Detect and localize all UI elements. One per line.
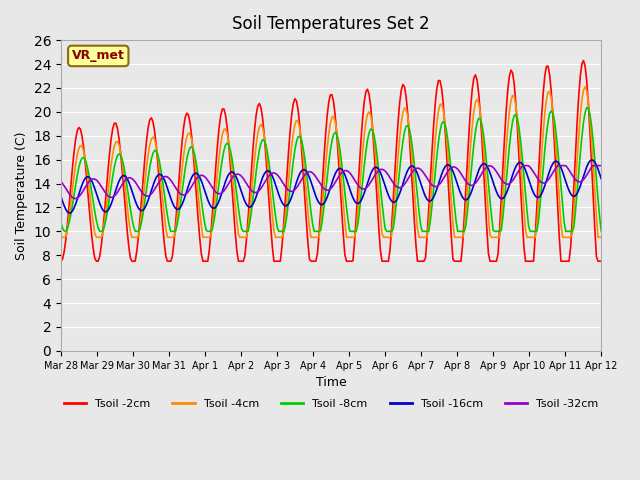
Tsoil -16cm: [178, 202, 186, 207]
Line: Tsoil -8cm: Tsoil -8cm: [61, 108, 601, 231]
Tsoil -8cm: [178, 190, 186, 195]
Tsoil -16cm: [507, 177, 515, 183]
Tsoil -8cm: [500, 197, 508, 203]
Tsoil -4cm: [63, 225, 71, 231]
Tsoil -2cm: [580, 58, 588, 63]
Tsoil -16cm: [63, 209, 71, 215]
Tsoil -16cm: [220, 183, 228, 189]
Tsoil -32cm: [63, 188, 71, 194]
Tsoil -2cm: [499, 165, 507, 171]
Tsoil -2cm: [57, 258, 65, 264]
Tsoil -4cm: [218, 132, 226, 138]
Tsoil -2cm: [360, 99, 368, 105]
Tsoil -8cm: [597, 228, 605, 234]
Tsoil -32cm: [220, 188, 228, 194]
Tsoil -8cm: [583, 105, 591, 110]
Tsoil -8cm: [63, 226, 71, 231]
Tsoil -8cm: [362, 149, 370, 155]
Tsoil -4cm: [597, 234, 605, 240]
Legend: Tsoil -2cm, Tsoil -4cm, Tsoil -8cm, Tsoil -16cm, Tsoil -32cm: Tsoil -2cm, Tsoil -4cm, Tsoil -8cm, Tsoi…: [60, 395, 603, 414]
Tsoil -16cm: [65, 210, 73, 216]
Tsoil -4cm: [360, 132, 368, 138]
Text: VR_met: VR_met: [72, 49, 125, 62]
Tsoil -8cm: [507, 130, 515, 135]
Tsoil -2cm: [63, 221, 71, 227]
Tsoil -16cm: [588, 157, 595, 163]
Tsoil -16cm: [597, 176, 605, 182]
Line: Tsoil -32cm: Tsoil -32cm: [61, 166, 601, 199]
Tsoil -32cm: [72, 196, 79, 202]
Tsoil -32cm: [597, 163, 605, 168]
Tsoil -32cm: [507, 180, 515, 185]
Tsoil -8cm: [96, 228, 104, 234]
Tsoil -8cm: [220, 148, 228, 154]
Tsoil -2cm: [506, 73, 513, 79]
Tsoil -16cm: [500, 194, 508, 200]
Tsoil -4cm: [177, 183, 184, 189]
Line: Tsoil -2cm: Tsoil -2cm: [61, 60, 601, 261]
Tsoil -32cm: [500, 180, 508, 186]
Tsoil -16cm: [57, 194, 65, 200]
Line: Tsoil -16cm: Tsoil -16cm: [61, 160, 601, 213]
Line: Tsoil -4cm: Tsoil -4cm: [61, 87, 601, 237]
Tsoil -2cm: [597, 258, 605, 264]
Tsoil -4cm: [499, 193, 507, 199]
Y-axis label: Soil Temperature (C): Soil Temperature (C): [15, 131, 28, 260]
Tsoil -8cm: [57, 220, 65, 226]
Tsoil -2cm: [177, 158, 184, 164]
Title: Soil Temperatures Set 2: Soil Temperatures Set 2: [232, 15, 430, 33]
Tsoil -32cm: [362, 185, 370, 191]
X-axis label: Time: Time: [316, 376, 346, 389]
Tsoil -4cm: [506, 109, 513, 115]
Tsoil -32cm: [178, 192, 186, 198]
Tsoil -16cm: [362, 185, 370, 191]
Tsoil -2cm: [218, 106, 226, 112]
Tsoil -4cm: [57, 234, 65, 240]
Tsoil -32cm: [520, 163, 528, 168]
Tsoil -4cm: [581, 84, 589, 90]
Tsoil -32cm: [57, 179, 65, 185]
